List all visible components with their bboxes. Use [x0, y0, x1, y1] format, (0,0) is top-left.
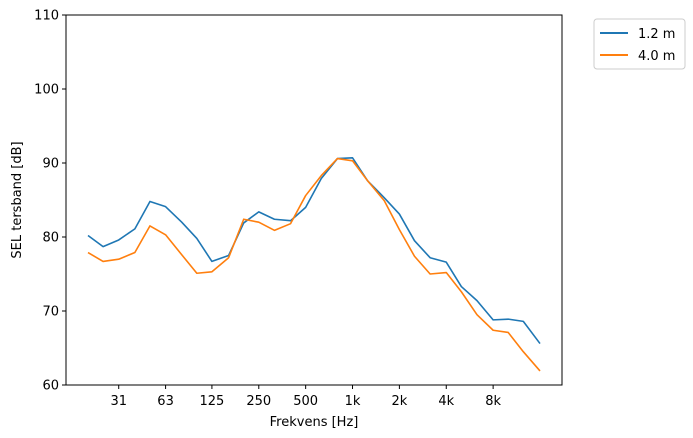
y-tick-label: 60 [42, 379, 59, 394]
y-tick-label: 100 [34, 83, 59, 98]
x-tick-label: 500 [293, 394, 318, 409]
plot-background [66, 15, 562, 385]
y-tick-label: 80 [42, 231, 59, 246]
x-tick-label: 2k [391, 394, 407, 409]
series-layer [87, 157, 541, 372]
x-tick-label: 31 [110, 394, 127, 409]
y-tick-label: 70 [42, 305, 59, 320]
x-axis: 31 63 125 250 500 1k 2k 4k 8k [110, 385, 501, 409]
x-tick-label: 125 [200, 394, 225, 409]
y-tick-label: 110 [34, 9, 59, 24]
series-line-1-2m [87, 157, 541, 345]
x-axis-label: Frekvens [Hz] [270, 415, 359, 430]
y-axis: 60 70 80 90 100 110 [34, 9, 66, 394]
y-tick-label: 90 [42, 157, 59, 172]
x-tick-label: 1k [345, 394, 361, 409]
x-tick-label: 8k [485, 394, 501, 409]
plot-frame [65, 14, 563, 386]
y-axis-label: SEL tersband [dB] [10, 141, 25, 258]
series-line-4-0m [87, 157, 541, 372]
legend: 1.2 m 4.0 m [593, 18, 686, 70]
x-tick-label: 63 [157, 394, 174, 409]
x-tick-label: 250 [246, 394, 271, 409]
x-tick-label: 4k [438, 394, 454, 409]
legend-label-1-2m: 1.2 m [638, 27, 675, 42]
legend-label-4-0m: 4.0 m [638, 49, 675, 64]
legend-box [593, 18, 686, 70]
